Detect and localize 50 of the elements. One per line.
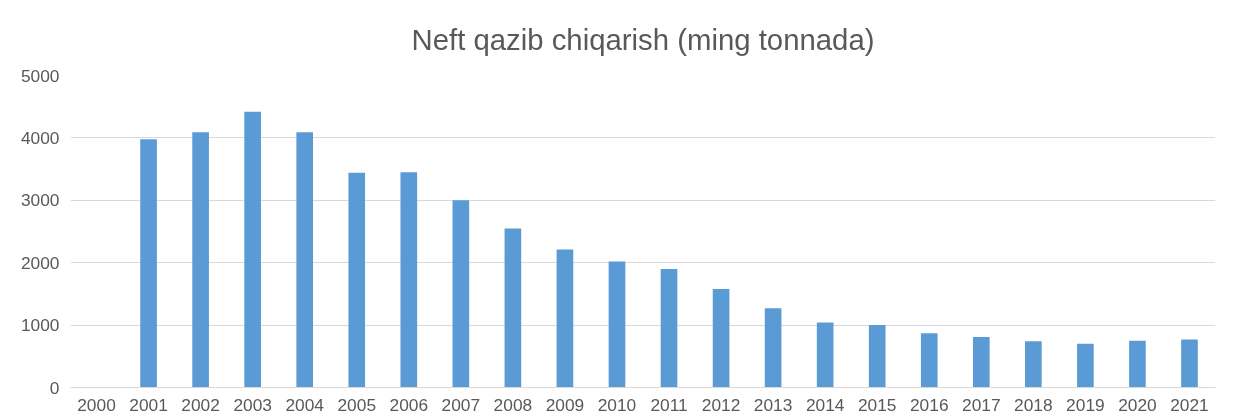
bar	[140, 139, 157, 388]
x-tick-label: 2021	[1170, 394, 1209, 415]
y-tick-label: 2000	[20, 252, 60, 273]
chart-title: Neft qazib chiqarish (ming tonnada)	[411, 22, 875, 56]
bar	[348, 172, 366, 388]
bar	[400, 172, 418, 388]
bar	[816, 322, 834, 388]
x-tick-label: 2007	[441, 394, 481, 415]
x-tick-label: 2012	[701, 394, 741, 415]
bar	[712, 288, 730, 388]
bar	[1077, 343, 1094, 388]
x-tick-label: 2014	[805, 394, 845, 415]
x-tick-label: 2019	[1066, 394, 1105, 415]
x-tick-label: 2004	[285, 394, 325, 415]
x-tick-label: 2001	[129, 394, 168, 415]
x-tick-label: 2008	[493, 394, 533, 415]
x-tick-label: 2010	[597, 394, 637, 415]
x-tick-label: 2020	[1118, 394, 1157, 415]
bar	[192, 132, 209, 388]
bar	[868, 325, 886, 388]
x-tick-label: 2009	[545, 394, 585, 415]
x-tick-label: 2011	[650, 394, 688, 415]
y-tick-label: 1000	[20, 315, 60, 336]
y-tick-label: 4000	[20, 127, 60, 148]
bar	[764, 308, 782, 388]
bar	[972, 336, 990, 388]
bar	[244, 111, 261, 388]
x-tick-label: 2016	[909, 394, 949, 415]
x-tick-label: 2002	[181, 394, 220, 415]
bar	[608, 261, 626, 388]
x-tick-label: 2013	[753, 394, 793, 415]
x-tick-label: 2003	[233, 394, 272, 415]
y-tick-label: 5000	[20, 65, 60, 86]
bar	[296, 132, 314, 388]
y-tick-label: 3000	[20, 190, 60, 211]
bar	[920, 333, 938, 388]
bar	[1129, 340, 1146, 388]
bar	[1025, 341, 1042, 388]
x-tick-label: 2005	[337, 394, 377, 415]
x-tick-label: 2000	[77, 394, 116, 415]
x-tick-label: 2015	[857, 394, 897, 415]
bar	[556, 249, 574, 388]
bar	[452, 200, 470, 388]
x-tick-label: 2018	[1014, 394, 1053, 415]
x-tick-label: 2006	[389, 394, 429, 415]
bar	[660, 268, 678, 388]
x-tick-label: 2017	[962, 394, 1001, 415]
bar	[1181, 339, 1198, 388]
bar	[504, 228, 522, 388]
y-tick-label: 0	[49, 377, 60, 398]
